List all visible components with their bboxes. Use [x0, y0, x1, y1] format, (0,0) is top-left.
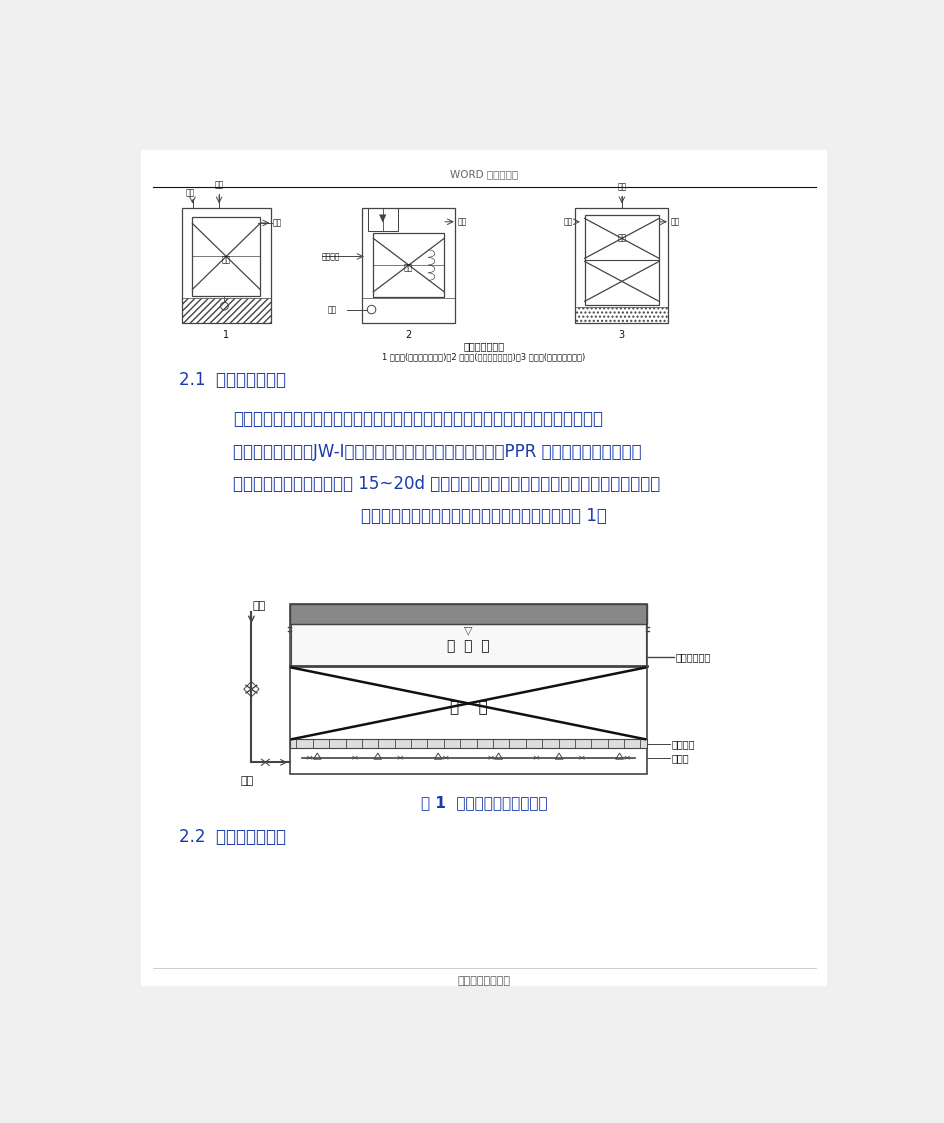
Text: 2.1  生物接触氧化池: 2.1 生物接触氧化池 [178, 371, 285, 390]
Bar [584, 214, 658, 305]
Text: 填料: 填料 [616, 232, 626, 241]
Text: 气量，定期进行反冲洗。接触氧化池构造示意见图 1。: 气量，定期进行反冲洗。接触氧化池构造示意见图 1。 [361, 508, 606, 526]
Text: 填料: 填料 [404, 264, 413, 273]
Bar [290, 604, 646, 623]
Text: 填    料: 填 料 [449, 701, 487, 715]
Bar [291, 623, 645, 666]
Text: 射流进气: 射流进气 [322, 252, 340, 261]
Bar [181, 208, 271, 323]
Text: 体为矩形钢结构，JW-Ⅰ填料均匀分层装填，下部中心进水、PPR 穿孔管布气，水、气同: 体为矩形钢结构，JW-Ⅰ填料均匀分层装填，下部中心进水、PPR 穿孔管布气，水、… [232, 442, 641, 460]
Text: 进水: 进水 [564, 217, 572, 226]
Text: 出水: 出水 [273, 219, 282, 228]
Text: 进水: 进水 [327, 305, 336, 314]
Bar [367, 208, 397, 231]
Text: 进气: 进气 [616, 182, 626, 191]
Text: 图 1  接触氧化池构造示意图: 图 1 接触氧化池构造示意图 [420, 795, 547, 811]
Text: 2.2  生物过滤沉淀池: 2.2 生物过滤沉淀池 [178, 828, 285, 846]
Text: ▽: ▽ [464, 626, 472, 636]
Bar [575, 208, 667, 323]
Polygon shape [379, 214, 385, 221]
Bar [244, 682, 259, 696]
Text: 出水: 出水 [457, 217, 466, 226]
Bar [575, 308, 667, 323]
Text: 2: 2 [405, 330, 412, 340]
Bar [290, 604, 646, 774]
Text: 进水: 进水 [185, 189, 194, 198]
Text: 进水: 进水 [241, 776, 254, 786]
Text: 生物接触氧化池: 生物接触氧化池 [463, 341, 504, 351]
Bar [290, 739, 646, 748]
Bar [373, 234, 444, 296]
Bar [181, 298, 271, 323]
Text: 1: 1 [223, 330, 229, 340]
Text: WORD 格式可编辑: WORD 格式可编辑 [449, 170, 517, 180]
Text: 填料: 填料 [222, 255, 230, 264]
Text: 专业知识整理分享: 专业知识整理分享 [457, 976, 510, 986]
Text: 进气: 进气 [214, 181, 224, 190]
Bar [362, 208, 455, 323]
Text: 空气: 空气 [253, 601, 266, 611]
Text: 出水: 出水 [670, 217, 680, 226]
Text: 向流动。污水处理设备运行 15~20d 后，填料微孔发生堵塞造成接触氧化池涌水，加大曝: 向流动。污水处理设备运行 15~20d 后，填料微孔发生堵塞造成接触氧化池涌水，… [232, 475, 659, 493]
Text: 3: 3 [618, 330, 624, 340]
Text: 去接触沉淀池: 去接触沉淀池 [675, 651, 710, 661]
Text: 接触氧化池由池体、填料、支架、曝气装置、布水装置及排泥管道等部件所组成。池: 接触氧化池由池体、填料、支架、曝气装置、布水装置及排泥管道等部件所组成。池 [232, 410, 602, 428]
Bar [193, 217, 260, 295]
Text: 穿孔管: 穿孔管 [671, 752, 688, 763]
Bar [362, 298, 455, 323]
Text: 1 分流式(鼓风曝气充氧式)；2 分流式(射流曝气充氧式)；3 直接式(鼓风曝气充氧式): 1 分流式(鼓风曝气充氧式)；2 分流式(射流曝气充氧式)；3 直接式(鼓风曝气… [382, 351, 585, 360]
Text: 格栅支架: 格栅支架 [671, 739, 694, 749]
Text: 稳  水  层: 稳 水 层 [447, 639, 489, 654]
